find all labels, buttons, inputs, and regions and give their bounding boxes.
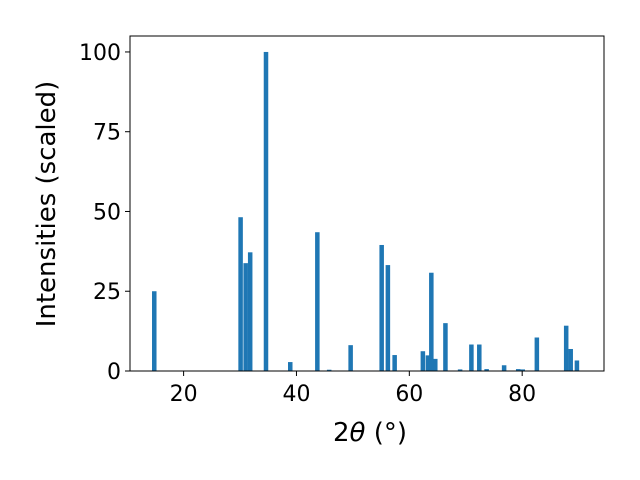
bars-group (152, 51, 580, 371)
x-tick-label: 40 (282, 382, 310, 407)
bar-18 (469, 344, 474, 371)
bar-0 (152, 291, 157, 371)
bar-13 (425, 355, 431, 371)
bar-23 (520, 369, 525, 371)
x-axis-label-symbol: θ (350, 418, 366, 448)
bar-24 (534, 337, 540, 371)
x-tick-label: 80 (508, 382, 536, 407)
bar-7 (326, 369, 332, 371)
bar-15 (433, 358, 438, 371)
bar-3 (247, 252, 253, 371)
bar-17 (457, 369, 463, 371)
x-ticks-group: 20 40 60 80 (170, 371, 536, 407)
y-tick-label: 0 (107, 360, 121, 385)
x-tick-label: 60 (395, 382, 423, 407)
bar-9 (379, 244, 384, 371)
y-ticks-group: 0 25 50 75 100 (79, 41, 130, 385)
bar-26 (568, 348, 573, 371)
x-axis-label-unit: (°) (365, 418, 407, 448)
bar-2 (243, 263, 248, 371)
bar-4 (263, 51, 269, 371)
bar-14 (429, 272, 434, 371)
y-tick-label: 100 (79, 41, 121, 66)
x-axis-label-main: 2 (333, 418, 350, 448)
bar-27 (574, 360, 580, 371)
bar-12 (420, 351, 426, 371)
x-axis-label: 2θ (°) (333, 418, 407, 448)
bar-8 (348, 345, 353, 371)
bar-11 (392, 355, 397, 371)
bar-16 (443, 323, 448, 371)
bar-25 (563, 325, 569, 371)
y-tick-label: 50 (93, 200, 121, 225)
plot-frame (129, 35, 605, 372)
bar-5 (288, 362, 293, 371)
bar-22 (515, 369, 521, 371)
y-tick-label: 75 (93, 121, 121, 146)
bar-6 (315, 232, 320, 371)
y-axis-label: Intensities (scaled) (32, 81, 62, 328)
bar-10 (385, 265, 391, 371)
bar-21 (501, 365, 507, 371)
x-tick-label: 20 (170, 382, 198, 407)
y-tick-label: 25 (93, 280, 121, 305)
bar-19 (477, 344, 482, 371)
bar-20 (484, 369, 489, 371)
bar-1 (238, 217, 243, 371)
